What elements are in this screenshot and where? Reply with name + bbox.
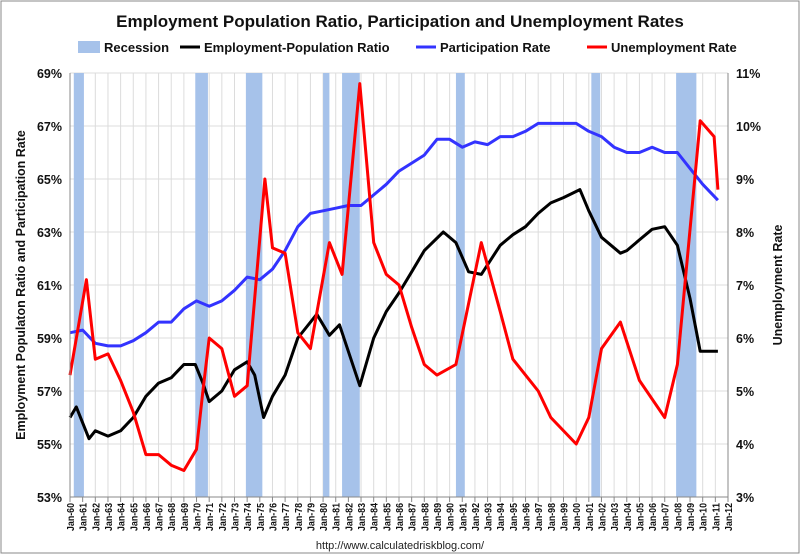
x-tick-label: Jan-06 — [647, 503, 659, 531]
recession-band — [455, 73, 465, 497]
legend: Recession Employment-Population Ratio Part… — [78, 40, 737, 55]
y-tick-label-right: 6% — [736, 332, 754, 346]
recession-band — [591, 73, 601, 497]
x-tick-label: Jan-80 — [318, 503, 330, 531]
y-tick-label-left: 65% — [37, 173, 62, 187]
y-tick-label-right: 11% — [736, 67, 760, 81]
x-tick-label: Jan-68 — [166, 503, 178, 531]
x-tick-label: Jan-05 — [634, 503, 646, 531]
y-tick-label-left: 57% — [37, 385, 62, 399]
x-tick-label: Jan-94 — [495, 503, 507, 531]
x-tick-label: Jan-82 — [343, 503, 355, 531]
x-tick-label: Jan-70 — [192, 503, 204, 531]
legend-swatch-recession — [78, 41, 100, 53]
x-tick-label: Jan-74 — [242, 503, 254, 531]
x-tick-label: Jan-71 — [204, 503, 216, 531]
x-tick-label: Jan-64 — [116, 503, 128, 531]
x-tick-label: Jan-83 — [356, 503, 368, 531]
legend-label: Employment-Population Ratio — [204, 40, 390, 55]
y-tick-label-right: 5% — [736, 385, 754, 399]
y-tick-label-right: 10% — [736, 120, 761, 134]
y-axis-left-label: Employment Populaton Ratio and Participa… — [14, 130, 28, 440]
y-tick-label-right: 8% — [736, 226, 754, 240]
x-tick-label: Jan-02 — [596, 503, 608, 531]
x-tick-label: Jan-61 — [78, 503, 90, 531]
x-tick-label: Jan-72 — [217, 503, 229, 531]
x-tick-label: Jan-62 — [90, 503, 102, 531]
x-tick-label: Jan-86 — [394, 503, 406, 531]
x-tick-label: Jan-97 — [533, 503, 545, 531]
x-tick-label: Jan-60 — [65, 503, 77, 531]
y-tick-label-left: 67% — [37, 120, 62, 134]
x-tick-label: Jan-04 — [622, 503, 634, 531]
x-tick-label: Jan-66 — [141, 503, 153, 531]
x-tick-label: Jan-65 — [128, 503, 140, 531]
x-tick-label: Jan-78 — [293, 503, 305, 531]
y-axis-right-label: Unemployment Rate — [771, 225, 785, 346]
x-tick-label: Jan-79 — [305, 503, 317, 531]
x-tick-label: Jan-84 — [369, 503, 381, 531]
series-line-unemployment-rate — [68, 82, 720, 472]
x-tick-label: Jan-81 — [331, 503, 343, 531]
x-tick-label: Jan-01 — [584, 503, 596, 531]
x-tick-label: Jan-00 — [571, 503, 583, 531]
chart-title: Employment Population Ratio, Participati… — [116, 12, 684, 31]
x-tick-label: Jan-11 — [710, 503, 722, 531]
x-tick-label: Jan-07 — [660, 503, 672, 531]
x-tick-label: Jan-95 — [508, 503, 520, 531]
x-tick-label: Jan-91 — [457, 503, 469, 531]
legend-label: Unemployment Rate — [611, 40, 737, 55]
y-tick-label-right: 9% — [736, 173, 754, 187]
x-tick-label: Jan-90 — [445, 503, 457, 531]
recession-band — [342, 73, 360, 497]
x-tick-label: Jan-09 — [685, 503, 697, 531]
x-tick-label: Jan-12 — [723, 503, 735, 531]
x-tick-label: Jan-98 — [546, 503, 558, 531]
x-tick-label: Jan-73 — [230, 503, 242, 531]
y-tick-label-left: 69% — [37, 67, 62, 81]
x-tick-label: Jan-99 — [559, 503, 571, 531]
recession-band — [323, 73, 330, 497]
series-line-employment-population-ratio — [68, 188, 718, 441]
x-tick-label: Jan-76 — [267, 503, 279, 531]
y-tick-label-right: 4% — [736, 438, 754, 452]
x-tick-label: Jan-75 — [255, 503, 267, 531]
x-tick-label: Jan-77 — [280, 503, 292, 531]
y-tick-label-right: 7% — [736, 279, 754, 293]
legend-label: Recession — [104, 40, 169, 55]
legend-label: Participation Rate — [440, 40, 551, 55]
axes: Jan-60 Jan-61 Jan-62 Jan-63 Jan-64 Jan-65 Jan-… — [37, 67, 761, 531]
x-tick-label: Jan-93 — [483, 503, 495, 531]
x-tick-label: Jan-67 — [154, 503, 166, 531]
x-tick-label: Jan-69 — [179, 503, 191, 531]
source-url: http://www.calculatedriskblog.com/ — [316, 540, 485, 552]
x-tick-label: Jan-88 — [419, 503, 431, 531]
y-tick-label-left: 55% — [37, 438, 62, 452]
series-line-participation-rate — [69, 121, 719, 348]
x-tick-label: Jan-85 — [381, 503, 393, 531]
x-tick-label: Jan-08 — [672, 503, 684, 531]
y-tick-label-right: 3% — [736, 491, 754, 505]
x-tick-label: Jan-89 — [432, 503, 444, 531]
x-tick-label: Jan-63 — [103, 503, 115, 531]
x-tick-label: Jan-96 — [521, 503, 533, 531]
y-tick-label-left: 53% — [37, 491, 62, 505]
y-tick-label-left: 59% — [37, 332, 62, 346]
recession-band — [73, 73, 84, 497]
x-tick-label: Jan-10 — [698, 503, 710, 531]
recession-band — [245, 73, 263, 497]
series-lines — [68, 82, 720, 472]
x-tick-label: Jan-92 — [470, 503, 482, 531]
x-tick-label: Jan-87 — [407, 503, 419, 531]
y-tick-label-left: 61% — [37, 279, 62, 293]
x-tick-label: Jan-03 — [609, 503, 621, 531]
y-tick-label-left: 63% — [37, 226, 62, 240]
